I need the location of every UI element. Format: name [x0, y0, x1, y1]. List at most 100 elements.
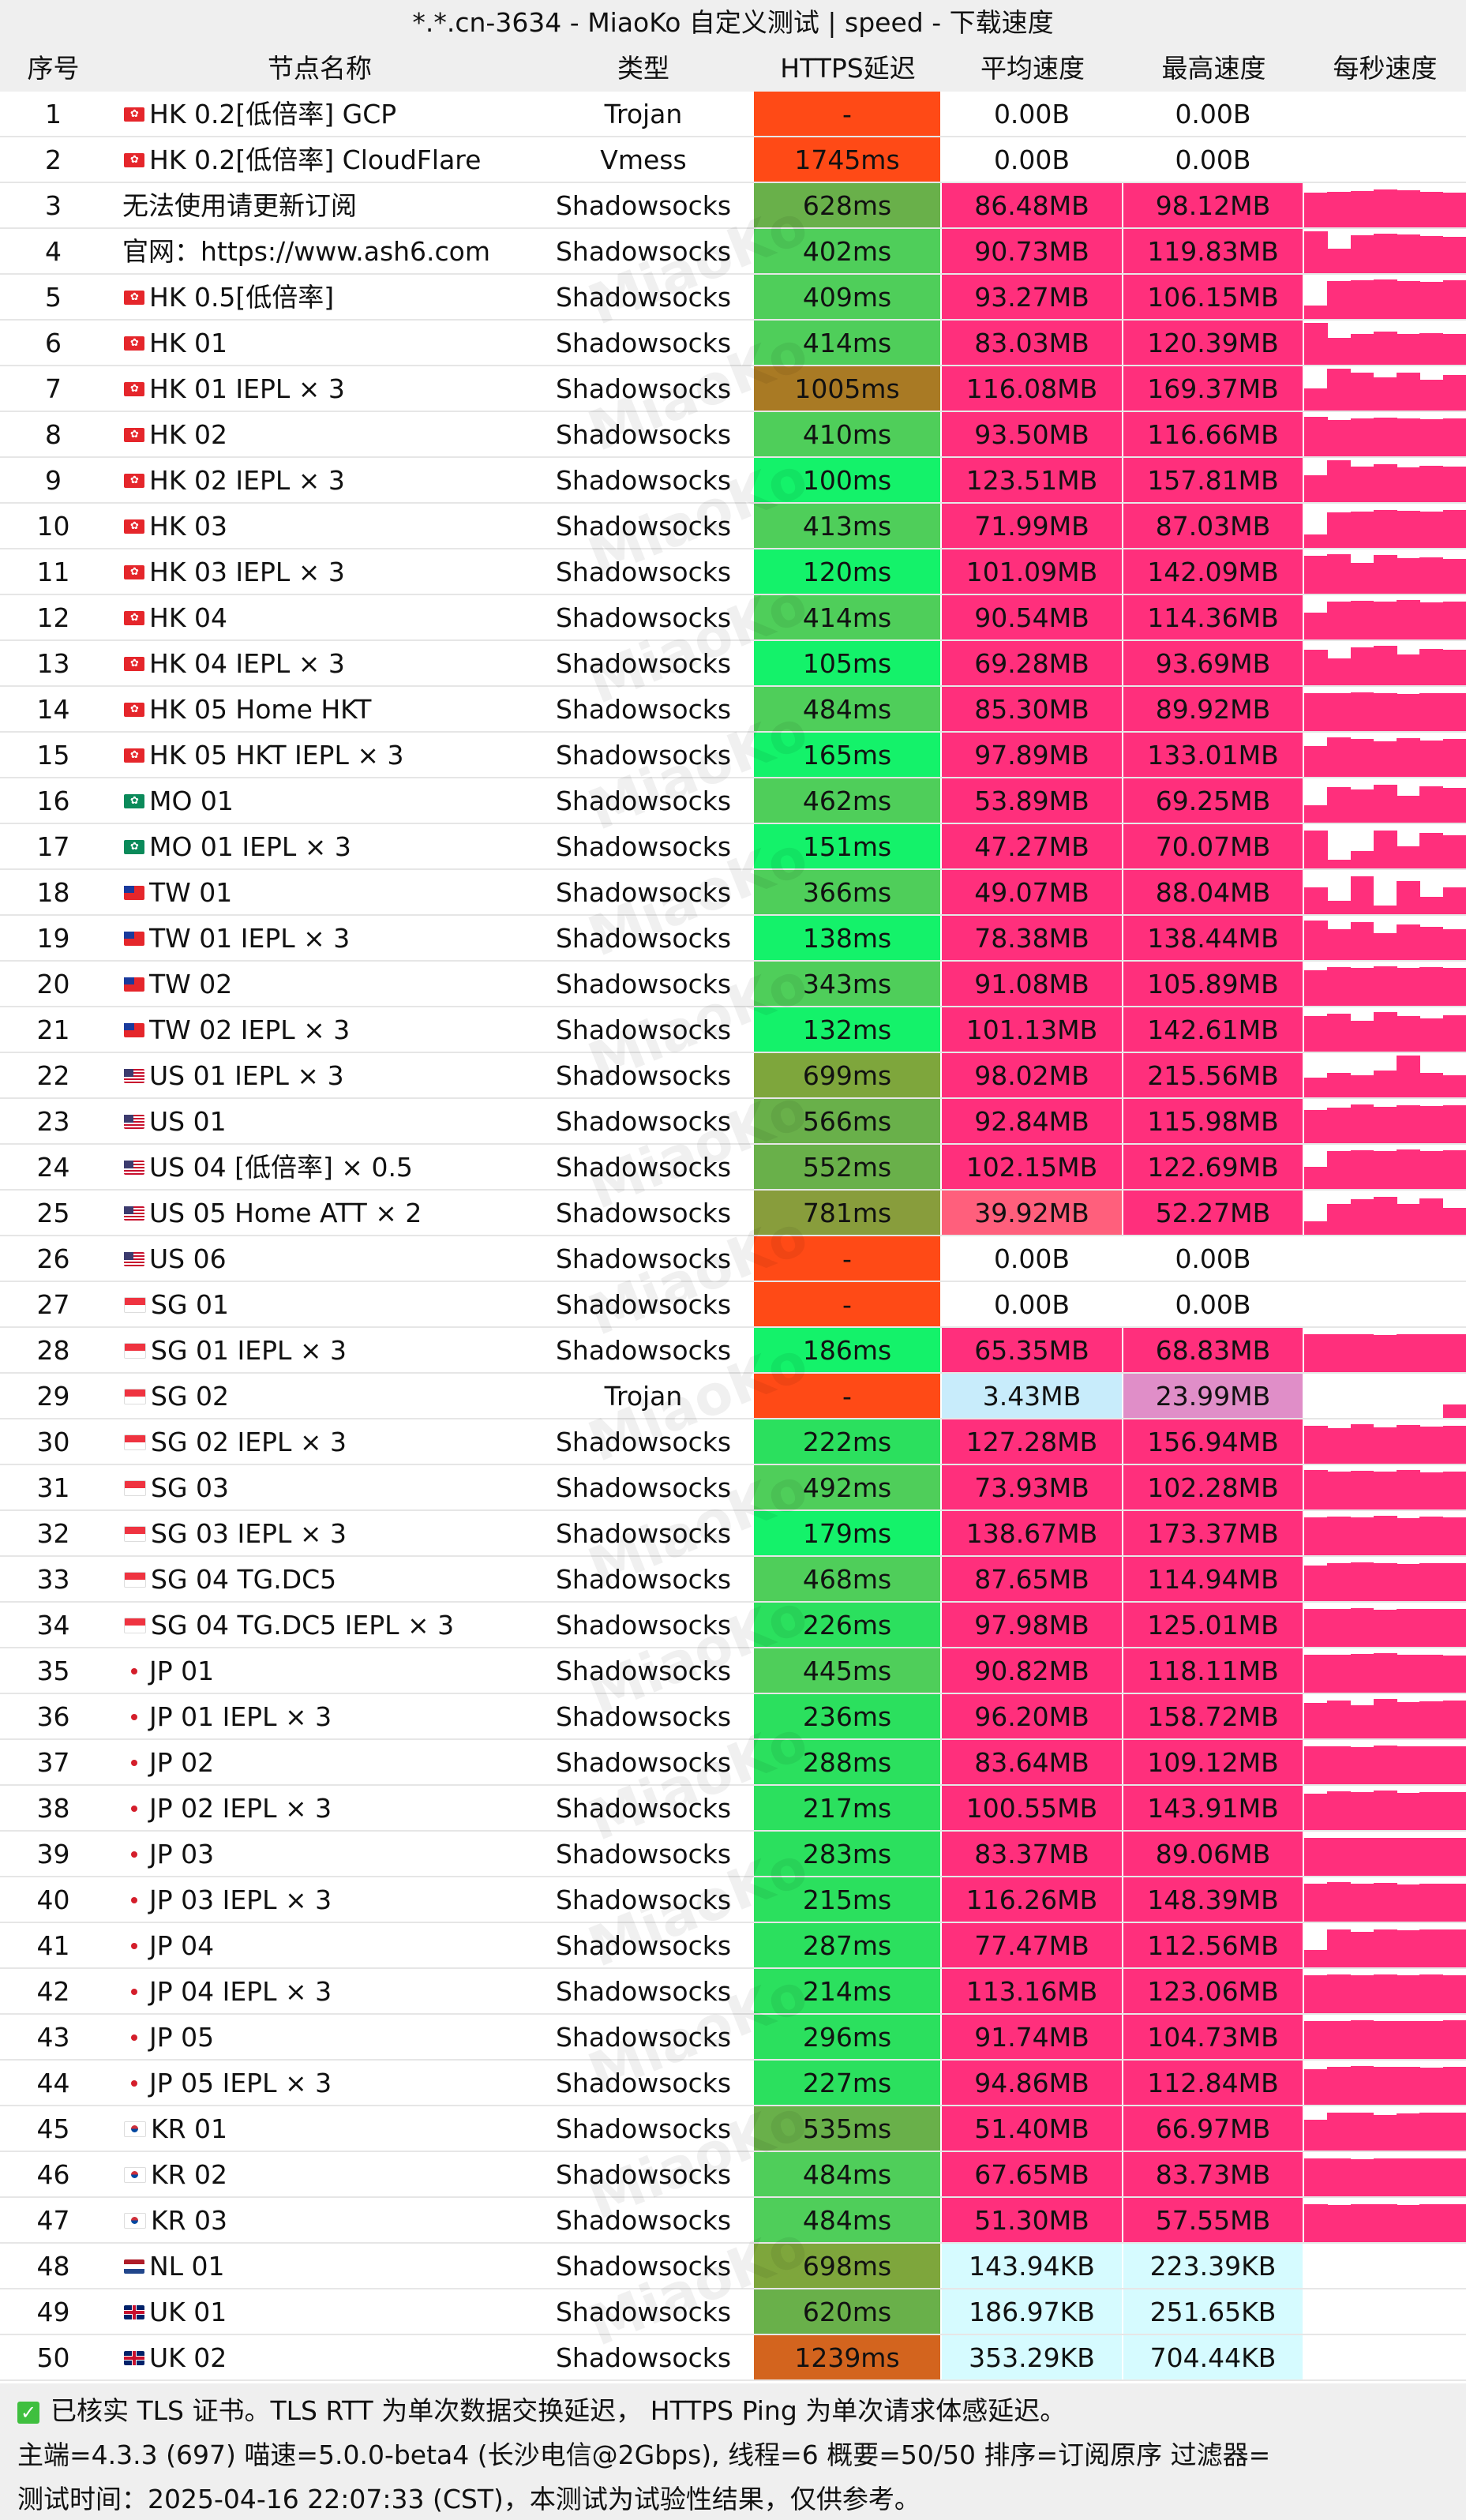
speed-bar — [1419, 1427, 1444, 1464]
footer-line-1: ✓ 已核实 TLS 证书。TLS RTT 为单次数据交换延迟， HTTPS Pin… — [17, 2390, 1066, 2428]
row-avg-speed: 90.73MB — [942, 229, 1123, 273]
row-https-latency: 445ms — [754, 1648, 942, 1693]
table-row: 46 KR 02 Shadowsocks 484ms 67.65MB 83.73MB — [0, 2152, 1466, 2198]
row-node-name: US 05 Home ATT × 2 — [107, 1191, 533, 1236]
row-type: Shadowsocks — [555, 1976, 732, 2007]
speed-bar — [1350, 2159, 1374, 2196]
row-index: 26 — [36, 1243, 70, 1274]
per-second-speed-sparkline — [1304, 1877, 1466, 1922]
sg-flag-icon — [124, 1434, 146, 1450]
row-type: Shadowsocks — [555, 419, 732, 450]
node-name-text: JP 05 — [149, 2022, 215, 2053]
row-avg-speed: 127.28MB — [942, 1419, 1123, 1464]
table-row: 10 ✿ HK 03 Shadowsocks 413ms 71.99MB 87.03MB — [0, 504, 1466, 549]
speed-bar — [1442, 929, 1466, 960]
row-avg-speed: 51.30MB — [942, 2198, 1123, 2242]
row-node-name: ✿ HK 0.2[低倍率] CloudFlare — [107, 137, 533, 183]
speed-bar — [1397, 1655, 1420, 1693]
row-https-latency: 699ms — [754, 1053, 942, 1097]
row-node-name: ✿ HK 05 HKT IEPL × 3 — [107, 733, 533, 778]
speed-bar — [1327, 929, 1352, 960]
row-index: 11 — [36, 557, 70, 587]
speed-bar — [1327, 512, 1352, 548]
sg-flag-icon — [124, 1571, 146, 1588]
speed-bar — [1397, 1016, 1420, 1052]
node-name-text: UK 01 — [149, 2297, 227, 2327]
per-second-speed-sparkline — [1304, 1282, 1466, 1326]
speed-bar — [1327, 281, 1352, 319]
speed-bar — [1373, 2204, 1397, 2242]
sg-flag-icon — [124, 1296, 146, 1313]
speed-bar — [1442, 1929, 1466, 1967]
speed-bar — [1304, 1746, 1328, 1784]
row-https-latency: 132ms — [754, 1007, 942, 1052]
speed-bar — [1304, 650, 1328, 685]
row-https-latency: 227ms — [754, 2061, 942, 2105]
speed-bar — [1442, 510, 1466, 548]
speed-bar — [1442, 650, 1466, 685]
row-avg-speed: 65.35MB — [942, 1328, 1123, 1372]
node-name-text: US 01 IEPL × 3 — [149, 1060, 344, 1091]
speed-bar — [1327, 2158, 1352, 2196]
row-max-speed: 52.27MB — [1123, 1191, 1304, 1235]
row-node-name: ✿ HK 05 Home HKT — [107, 687, 533, 733]
speed-bar — [1442, 1563, 1466, 1601]
row-type: Shadowsocks — [555, 1564, 732, 1595]
speed-bar — [1304, 1655, 1328, 1693]
speed-bar — [1304, 1426, 1328, 1464]
table-row: 2 ✿ HK 0.2[低倍率] CloudFlare Vmess 1745ms 0.00B… — [0, 137, 1466, 183]
row-type: Trojan — [604, 1381, 683, 1412]
speed-bar — [1327, 2021, 1352, 2059]
us-flag-icon — [124, 1160, 144, 1175]
speed-bar — [1373, 1610, 1397, 1647]
speed-bar — [1373, 332, 1397, 365]
row-max-speed: 89.92MB — [1123, 687, 1304, 731]
speed-bar — [1327, 1701, 1352, 1738]
speed-bar — [1327, 2067, 1352, 2105]
speed-bar — [1397, 2205, 1420, 2242]
speed-bar — [1350, 1150, 1374, 1189]
speed-bar — [1373, 693, 1397, 731]
per-second-speed-sparkline — [1304, 504, 1466, 548]
mo-flag-icon: ✿ — [124, 839, 144, 854]
table-row: 43 JP 05 Shadowsocks 296ms 91.74MB 104.73MB — [0, 2015, 1466, 2061]
speed-bar — [1304, 613, 1328, 639]
row-node-name: JP 03 — [107, 1832, 533, 1877]
speed-bar — [1304, 887, 1328, 914]
row-max-speed: 115.98MB — [1123, 1099, 1304, 1143]
speed-bar — [1304, 1517, 1328, 1555]
speed-bar — [1373, 2115, 1397, 2151]
speed-bar — [1373, 1012, 1397, 1052]
row-type: Shadowsocks — [555, 1335, 732, 1366]
row-avg-speed: 93.50MB — [942, 412, 1123, 456]
node-name-text: JP 03 — [149, 1839, 215, 1869]
kr-flag-icon — [124, 2166, 146, 2183]
row-type: Shadowsocks — [555, 877, 732, 908]
row-https-latency: - — [754, 1282, 942, 1326]
row-https-latency: 698ms — [754, 2244, 942, 2288]
table-row: 17 ✿ MO 01 IEPL × 3 Shadowsocks 151ms 47.27MB… — [0, 824, 1466, 870]
speed-bar — [1397, 1746, 1420, 1784]
table-row: 47 KR 03 Shadowsocks 484ms 51.30MB 57.55MB — [0, 2198, 1466, 2244]
row-index: 34 — [36, 1610, 70, 1641]
table-row: 26 US 06 Shadowsocks -0.00B 0.00B — [0, 1236, 1466, 1282]
row-type: Trojan — [604, 99, 683, 129]
speed-bar — [1397, 881, 1420, 914]
speed-bar — [1350, 1517, 1374, 1555]
speed-bar — [1419, 2204, 1444, 2242]
row-index: 36 — [36, 1701, 70, 1732]
node-name-text: MO 01 — [149, 786, 234, 816]
speed-bar — [1373, 377, 1397, 411]
node-name-text: 无法使用请更新订阅 — [122, 190, 357, 221]
row-type: Shadowsocks — [555, 1884, 732, 1915]
row-https-latency: 165ms — [754, 733, 942, 777]
table-row: 37 JP 02 Shadowsocks 288ms 83.64MB 109.12MB — [0, 1740, 1466, 1786]
row-avg-speed: 94.86MB — [942, 2061, 1123, 2105]
table-row: 27 SG 01 Shadowsocks -0.00B 0.00B — [0, 1282, 1466, 1328]
jp-flag-icon — [124, 1847, 144, 1862]
speed-bar — [1327, 1655, 1352, 1693]
row-max-speed: 125.01MB — [1123, 1603, 1304, 1647]
speed-bar — [1304, 2204, 1328, 2242]
speed-bar — [1327, 1073, 1352, 1097]
table-row: 32 SG 03 IEPL × 3 Shadowsocks 179ms 138.67MB… — [0, 1511, 1466, 1557]
